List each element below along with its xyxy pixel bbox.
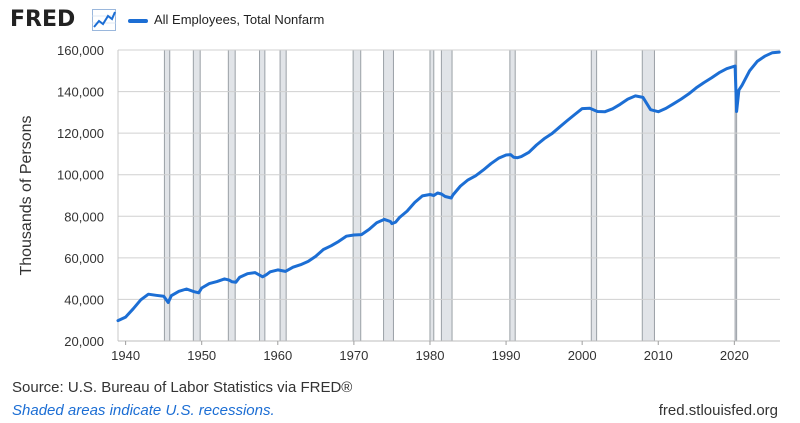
x-tick-label: 1950 <box>187 348 216 363</box>
y-axis-title: Thousands of Persons <box>18 115 35 275</box>
fred-url-link[interactable]: fred.stlouisfed.org <box>658 402 778 419</box>
y-tick-label: 120,000 <box>57 126 104 141</box>
y-tick-label: 160,000 <box>57 43 104 58</box>
x-tick-label: 2010 <box>644 348 673 363</box>
series-layer <box>116 50 781 323</box>
x-tick-label: 1960 <box>263 348 292 363</box>
legend-label: All Employees, Total Nonfarm <box>154 12 325 27</box>
recession-band <box>192 49 201 342</box>
recession-band <box>383 49 394 342</box>
x-tick-label: 1990 <box>492 348 521 363</box>
recession-band <box>279 49 287 342</box>
tick-labels: 20,000 40,000 60,000 80,000 100,000 120,000 14… <box>18 43 749 363</box>
recession-band <box>509 49 516 342</box>
x-tick-label: 2020 <box>720 348 749 363</box>
x-tick-label: 1940 <box>111 348 140 363</box>
y-tick-label: 20,000 <box>64 334 104 349</box>
series-line <box>116 50 781 323</box>
legend-swatch <box>128 19 148 23</box>
chart-header: FRED All Employees, Total Nonfarm <box>0 0 800 36</box>
y-tick-label: 40,000 <box>64 292 104 307</box>
recession-note: Shaded areas indicate U.S. recessions. <box>12 402 275 419</box>
x-tick-label: 2000 <box>568 348 597 363</box>
y-tick-label: 60,000 <box>64 251 104 266</box>
recession-band <box>227 49 236 342</box>
source-text: Source: U.S. Bureau of Labor Statistics … <box>12 379 353 396</box>
fred-logo[interactable]: FRED <box>10 7 76 32</box>
recession-band <box>352 49 362 342</box>
y-tick-label: 80,000 <box>64 209 104 224</box>
recession-bands <box>163 49 738 342</box>
x-tick-label: 1980 <box>416 348 445 363</box>
recession-band <box>590 49 598 342</box>
x-tick-label: 1970 <box>339 348 368 363</box>
y-tick-label: 100,000 <box>57 168 104 183</box>
line-chart-icon <box>92 9 116 31</box>
axes <box>117 50 780 345</box>
y-tick-label: 140,000 <box>57 85 104 100</box>
recession-band <box>259 49 266 342</box>
recession-band <box>641 49 655 342</box>
